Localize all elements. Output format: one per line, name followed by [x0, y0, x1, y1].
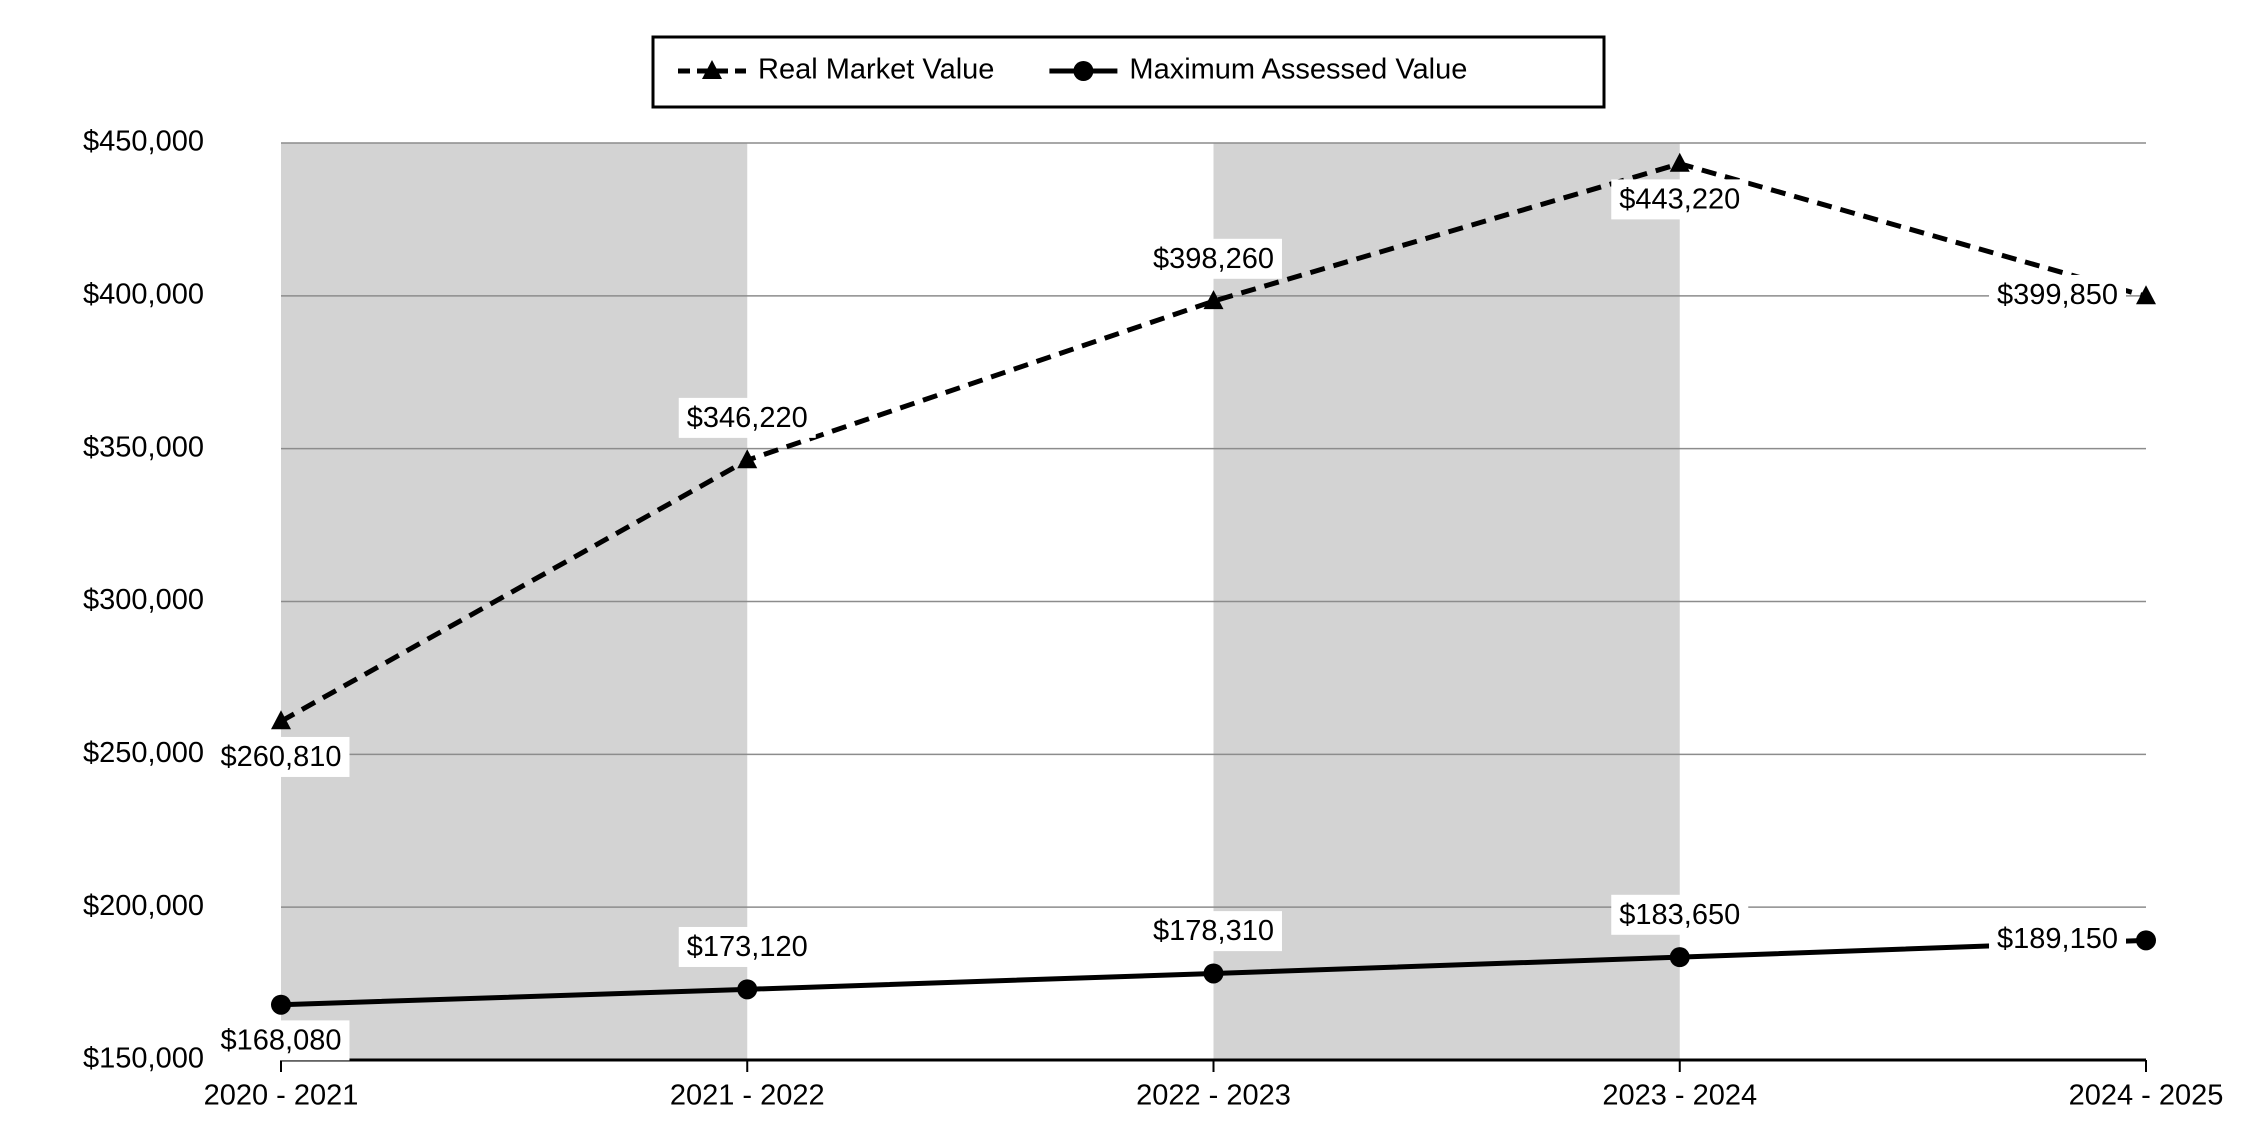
- data-label: $260,810: [212, 736, 350, 777]
- marker: [1669, 947, 1690, 968]
- marker: [1669, 152, 1690, 172]
- y-tick-label: $250,000: [83, 737, 204, 769]
- y-tick-label: $200,000: [83, 890, 204, 922]
- label-bg: [1989, 274, 2126, 315]
- legend-label: Real Market Value: [758, 54, 994, 86]
- marker: [737, 979, 758, 1000]
- label-bg: [1611, 179, 1749, 220]
- label-bg: [212, 1020, 350, 1061]
- marker: [737, 449, 758, 469]
- data-label-text: $260,810: [221, 741, 342, 773]
- label-bg: [1145, 911, 1282, 952]
- marker: [271, 994, 291, 1015]
- label-bg: [1145, 238, 1282, 279]
- legend: Real Market Value Maximum Assessed Value: [651, 35, 1606, 109]
- data-label: $189,150: [1989, 918, 2126, 959]
- marker: [2136, 285, 2156, 305]
- data-label: $168,080: [212, 1020, 350, 1061]
- data-label: $443,220: [1611, 179, 1749, 220]
- data-label-text: $398,260: [1153, 243, 1274, 275]
- x-tick-label: 2024 - 2025: [2069, 1080, 2224, 1112]
- label-bg: [212, 736, 350, 777]
- label-bg: [1989, 918, 2126, 959]
- data-label: $346,220: [678, 397, 816, 438]
- data-label-text: $399,850: [1997, 279, 2118, 311]
- marker: [1203, 963, 1224, 984]
- x-tick-label: 2021 - 2022: [670, 1080, 825, 1112]
- marker: [1203, 290, 1224, 310]
- data-label: $178,310: [1145, 911, 1282, 952]
- data-label-text: $168,080: [221, 1024, 342, 1056]
- y-tick-label: $350,000: [83, 431, 204, 463]
- data-label-text: $443,220: [1619, 183, 1740, 215]
- data-label: $173,120: [678, 926, 816, 967]
- data-label-text: $189,150: [1997, 923, 2118, 955]
- data-label-text: $183,650: [1619, 899, 1740, 931]
- x-tick-label: 2022 - 2023: [1136, 1080, 1291, 1112]
- y-tick-label: $450,000: [83, 126, 204, 158]
- label-bg: [1611, 894, 1749, 935]
- legend-label: Maximum Assessed Value: [1129, 54, 1467, 86]
- label-bg: [678, 397, 816, 438]
- marker: [271, 710, 291, 730]
- marker: [1073, 61, 1094, 81]
- legend-box: [651, 35, 1606, 109]
- y-tick-label: $400,000: [83, 278, 204, 310]
- data-label: $398,260: [1145, 238, 1282, 279]
- x-tick-label: 2023 - 2024: [1602, 1080, 1757, 1112]
- data-label: $399,850: [1989, 274, 2126, 315]
- marker: [702, 60, 722, 79]
- marker: [2136, 930, 2156, 951]
- data-label-text: $178,310: [1153, 915, 1274, 947]
- data-label-text: $173,120: [687, 931, 808, 963]
- y-tick-label: $150,000: [83, 1043, 204, 1075]
- data-label-text: $346,220: [687, 402, 808, 434]
- label-bg: [678, 926, 816, 967]
- x-tick-label: 2020 - 2021: [204, 1080, 359, 1112]
- data-label: $183,650: [1611, 894, 1749, 935]
- y-tick-label: $300,000: [83, 584, 204, 616]
